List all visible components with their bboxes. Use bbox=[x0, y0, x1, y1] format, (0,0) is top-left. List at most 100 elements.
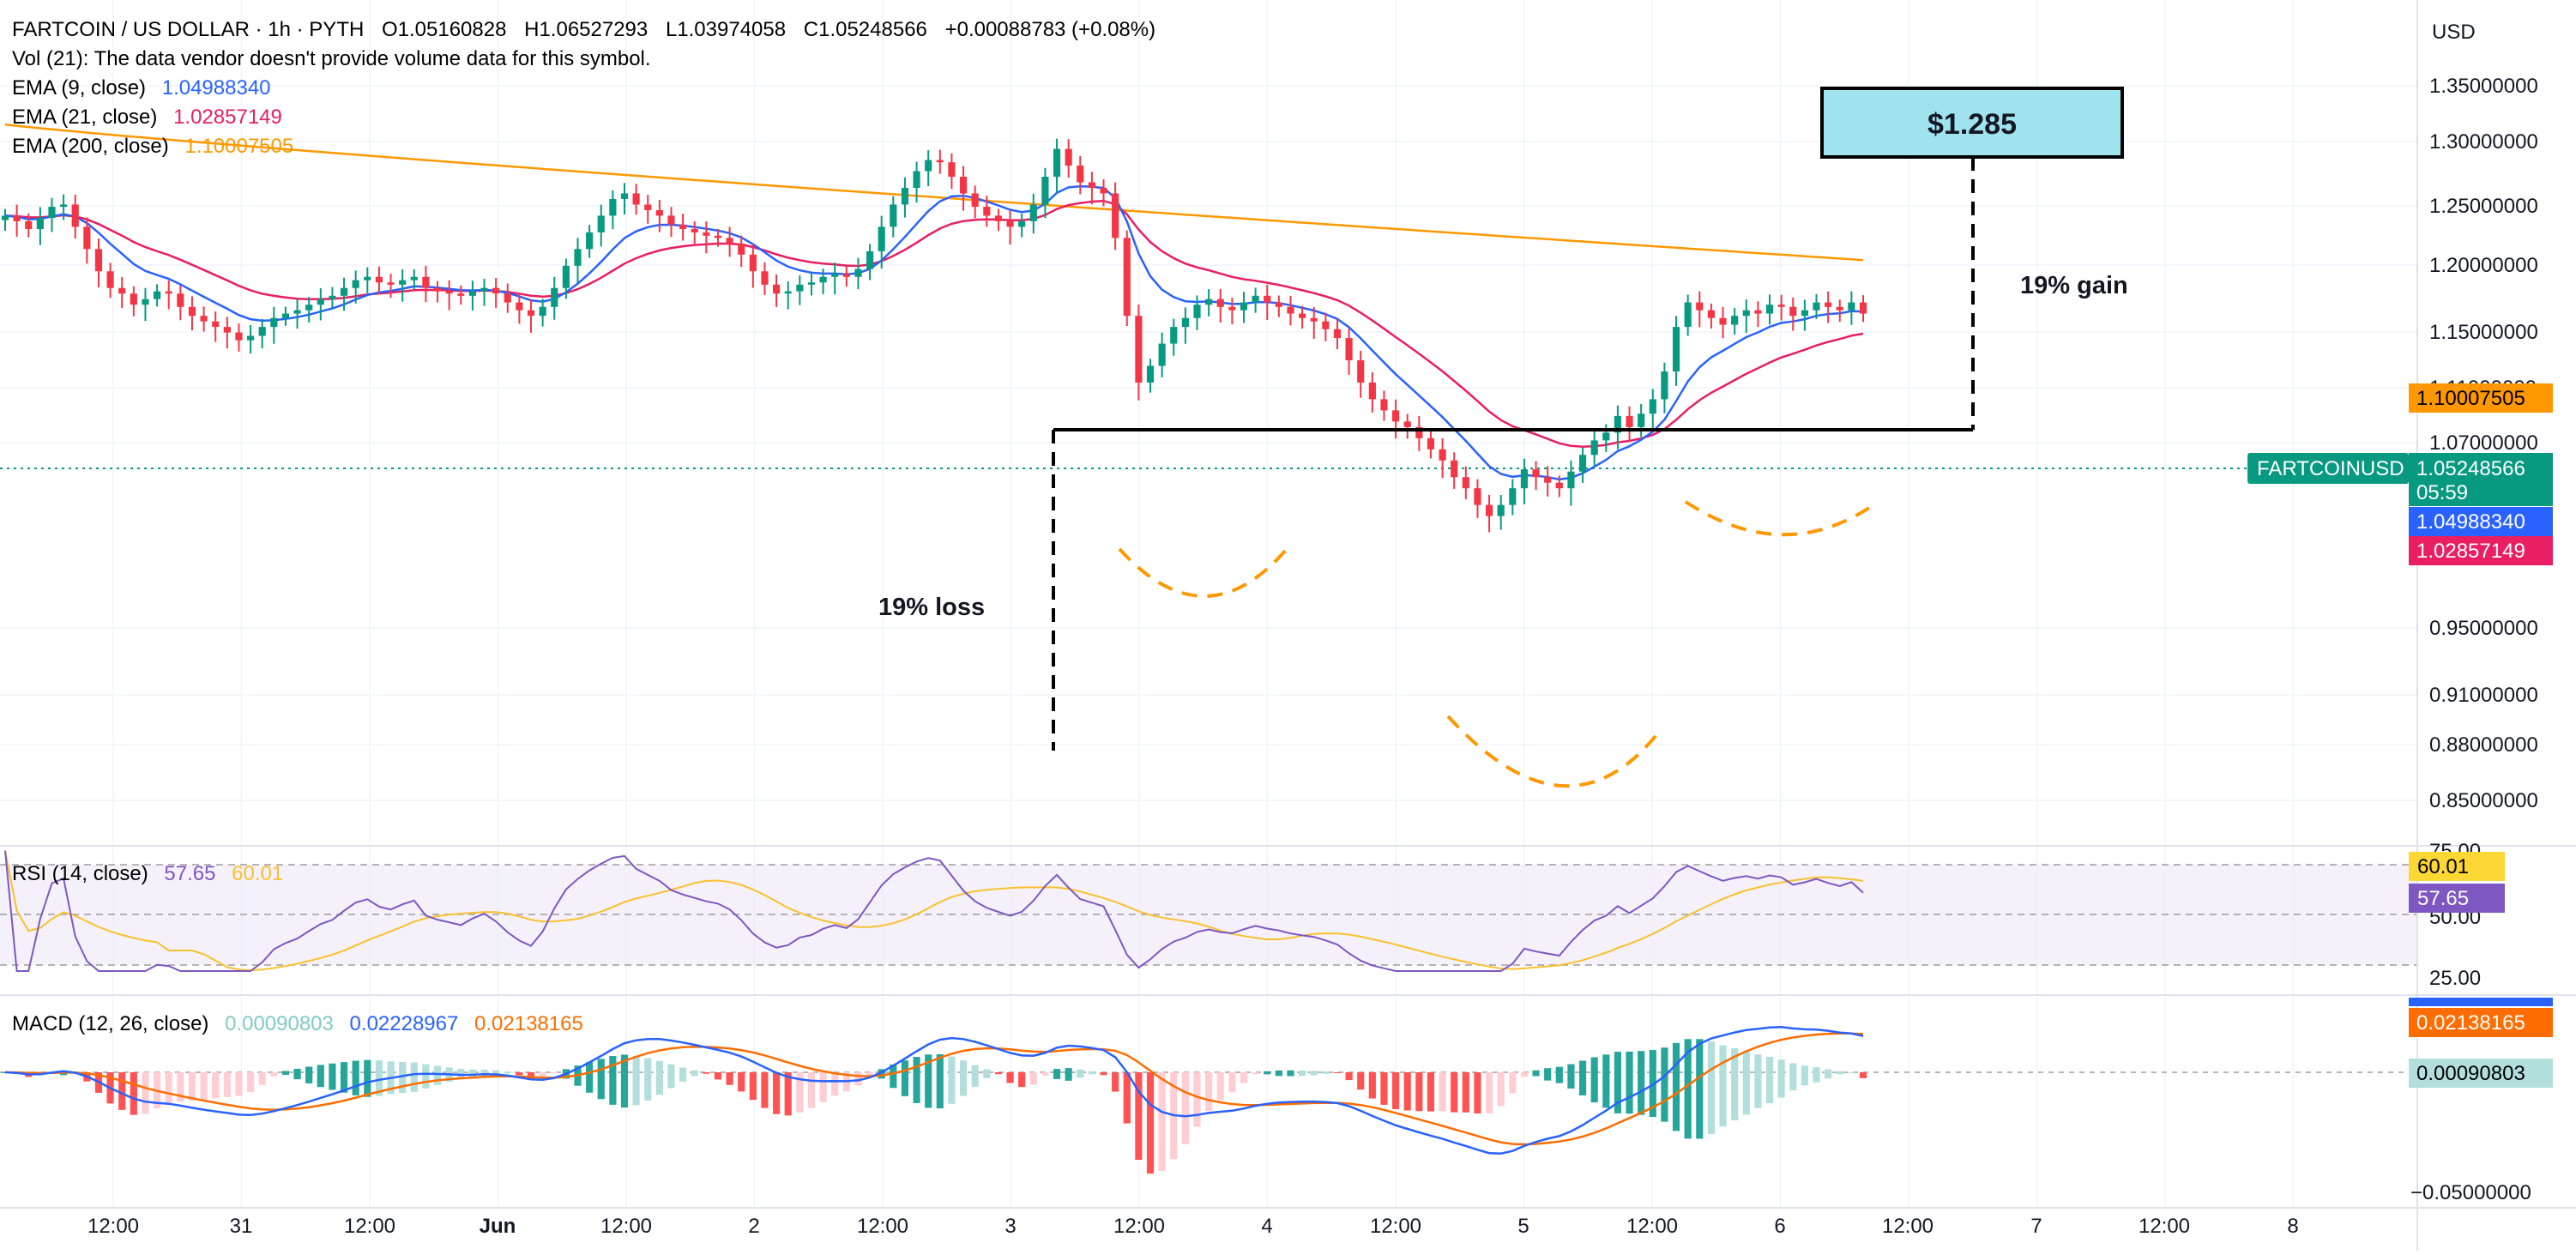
macd-histogram-bar bbox=[246, 1072, 255, 1092]
price-tick: 0.91000000 bbox=[2429, 684, 2538, 707]
macd-histogram-bar bbox=[983, 1069, 991, 1078]
candle-body bbox=[1345, 338, 1353, 361]
candle-body bbox=[188, 306, 196, 317]
macd-histogram-bar bbox=[854, 1072, 862, 1086]
macd-histogram-bar bbox=[1462, 1072, 1469, 1113]
macd-histogram-bar bbox=[200, 1072, 208, 1100]
candle-body bbox=[773, 284, 781, 294]
candle-body bbox=[1462, 477, 1469, 489]
candle-body bbox=[1684, 302, 1692, 328]
candle-body bbox=[364, 276, 371, 281]
macd-legend-label: MACD (12, 26, close) bbox=[12, 1012, 208, 1035]
candle-body bbox=[1088, 182, 1095, 188]
candle-body bbox=[597, 215, 605, 232]
candle-body bbox=[457, 293, 465, 296]
candle-body bbox=[1322, 321, 1330, 329]
macd-histogram-bar bbox=[1509, 1072, 1517, 1094]
candle-body bbox=[1578, 455, 1587, 472]
macd-histogram-bar bbox=[655, 1060, 663, 1095]
candle-body bbox=[387, 282, 395, 285]
target-box[interactable] bbox=[1820, 87, 2124, 159]
symbol-badge[interactable] bbox=[2247, 453, 2409, 484]
hist-badge-value: 0.00090803 bbox=[2416, 1062, 2525, 1085]
macd-histogram-bar bbox=[1859, 1072, 1867, 1078]
candle-body bbox=[738, 243, 745, 255]
candle-body bbox=[399, 280, 407, 285]
macd-histogram-bar bbox=[1742, 1051, 1750, 1115]
candle-body bbox=[305, 305, 313, 311]
macd-histogram-bar bbox=[1661, 1047, 1668, 1122]
macd-histogram-bar bbox=[1287, 1070, 1294, 1077]
rsi-legend-label: RSI (14, close) bbox=[12, 862, 148, 885]
macd-histogram-bar bbox=[1684, 1039, 1692, 1139]
candle-body bbox=[890, 204, 897, 227]
ema200-legend[interactable]: EMA (200, close) 1.10007505 bbox=[12, 135, 293, 158]
macd-histogram-bar bbox=[1848, 1071, 1855, 1073]
macd-histogram-bar bbox=[1252, 1072, 1259, 1075]
candle-body bbox=[1357, 360, 1365, 383]
time-tick: 4 bbox=[1261, 1215, 1272, 1238]
ema21-legend[interactable]: EMA (21, close) 1.02857149 bbox=[12, 106, 282, 129]
time-tick: 12:00 bbox=[87, 1215, 139, 1238]
macd-histogram-bar bbox=[1719, 1045, 1727, 1127]
macd-histogram-bar bbox=[188, 1072, 196, 1101]
macd-histogram-bar bbox=[1228, 1072, 1236, 1093]
price-tick: 1.15000000 bbox=[2429, 321, 2538, 344]
currency-label[interactable]: USD bbox=[2432, 21, 2476, 44]
price-tick: 1.07000000 bbox=[2429, 431, 2538, 455]
candle-body bbox=[1065, 148, 1072, 166]
header-legend[interactable]: FARTCOIN / US DOLLAR · 1h · PYTH O1.0516… bbox=[12, 18, 1155, 1035]
macd-histogram-bar bbox=[738, 1072, 745, 1092]
macd-histogram-bar bbox=[1088, 1071, 1095, 1075]
macd-legend[interactable]: MACD (12, 26, close) 0.00090803 0.022289… bbox=[12, 1012, 583, 1035]
macd-histogram-bar bbox=[1638, 1051, 1645, 1115]
ema200-legend-value: 1.10007505 bbox=[184, 135, 293, 158]
rsi-legend[interactable]: RSI (14, close) 57.65 60.01 bbox=[12, 862, 283, 885]
macd-histogram-bar bbox=[130, 1072, 137, 1115]
macd-hist-legend-value: 0.00090803 bbox=[225, 1012, 334, 1035]
signal-badge bbox=[2409, 1008, 2553, 1037]
candle-body bbox=[1626, 415, 1633, 427]
macd-histogram-bar bbox=[305, 1066, 313, 1083]
candle-body bbox=[165, 291, 172, 294]
macd-histogram-bar bbox=[1590, 1057, 1598, 1103]
candle-body bbox=[106, 271, 114, 288]
candle-body bbox=[1181, 317, 1189, 328]
macd-histogram-bar bbox=[901, 1060, 909, 1096]
candle-body bbox=[878, 226, 885, 251]
candle-body bbox=[1041, 177, 1049, 205]
candle-body bbox=[468, 291, 476, 296]
macd-histogram-bar bbox=[270, 1072, 278, 1077]
price-axis[interactable]: 1.35000000 1.30000000 1.25000000 1.20000… bbox=[2429, 21, 2538, 812]
ema-9-line bbox=[4, 184, 1864, 481]
rsi-level-label: 25.00 bbox=[2429, 967, 2481, 990]
head-arc[interactable] bbox=[1446, 715, 1657, 788]
macd-histogram-bar bbox=[142, 1072, 149, 1114]
macd-histogram-bar bbox=[609, 1056, 617, 1105]
candle-body bbox=[1170, 327, 1178, 344]
candle-body bbox=[1532, 469, 1540, 478]
time-axis[interactable]: 12:00 31 12:00 Jun 12:00 2 12:00 3 12:00… bbox=[87, 1215, 2299, 1238]
candle-body bbox=[352, 280, 359, 288]
candle-body bbox=[1427, 437, 1435, 450]
candle-body bbox=[36, 218, 44, 229]
candle-body bbox=[1123, 238, 1131, 317]
macd-histogram-bar bbox=[281, 1071, 290, 1075]
macd-histogram-bar bbox=[1146, 1072, 1155, 1174]
macd-histogram-bar bbox=[1112, 1072, 1119, 1092]
macd-histogram-bar bbox=[959, 1060, 968, 1096]
ema9-legend[interactable]: EMA (9, close) 1.04988340 bbox=[12, 76, 271, 100]
macd-histogram-bar bbox=[399, 1062, 407, 1093]
left-shoulder-arc[interactable] bbox=[1118, 547, 1288, 598]
macd-histogram-bar bbox=[726, 1072, 733, 1085]
candle-body bbox=[375, 276, 383, 283]
macd-histogram-bar bbox=[1532, 1070, 1540, 1077]
macd-histogram-bar bbox=[948, 1056, 956, 1104]
candle-body bbox=[1707, 310, 1715, 318]
macd-histogram-bar bbox=[1567, 1064, 1575, 1089]
macd-line-path bbox=[4, 1026, 1864, 1155]
candle-body bbox=[562, 265, 570, 288]
macd-histogram-bar bbox=[1765, 1056, 1774, 1104]
right-shoulder-arc[interactable] bbox=[1684, 500, 1876, 537]
candle-body bbox=[936, 160, 944, 163]
